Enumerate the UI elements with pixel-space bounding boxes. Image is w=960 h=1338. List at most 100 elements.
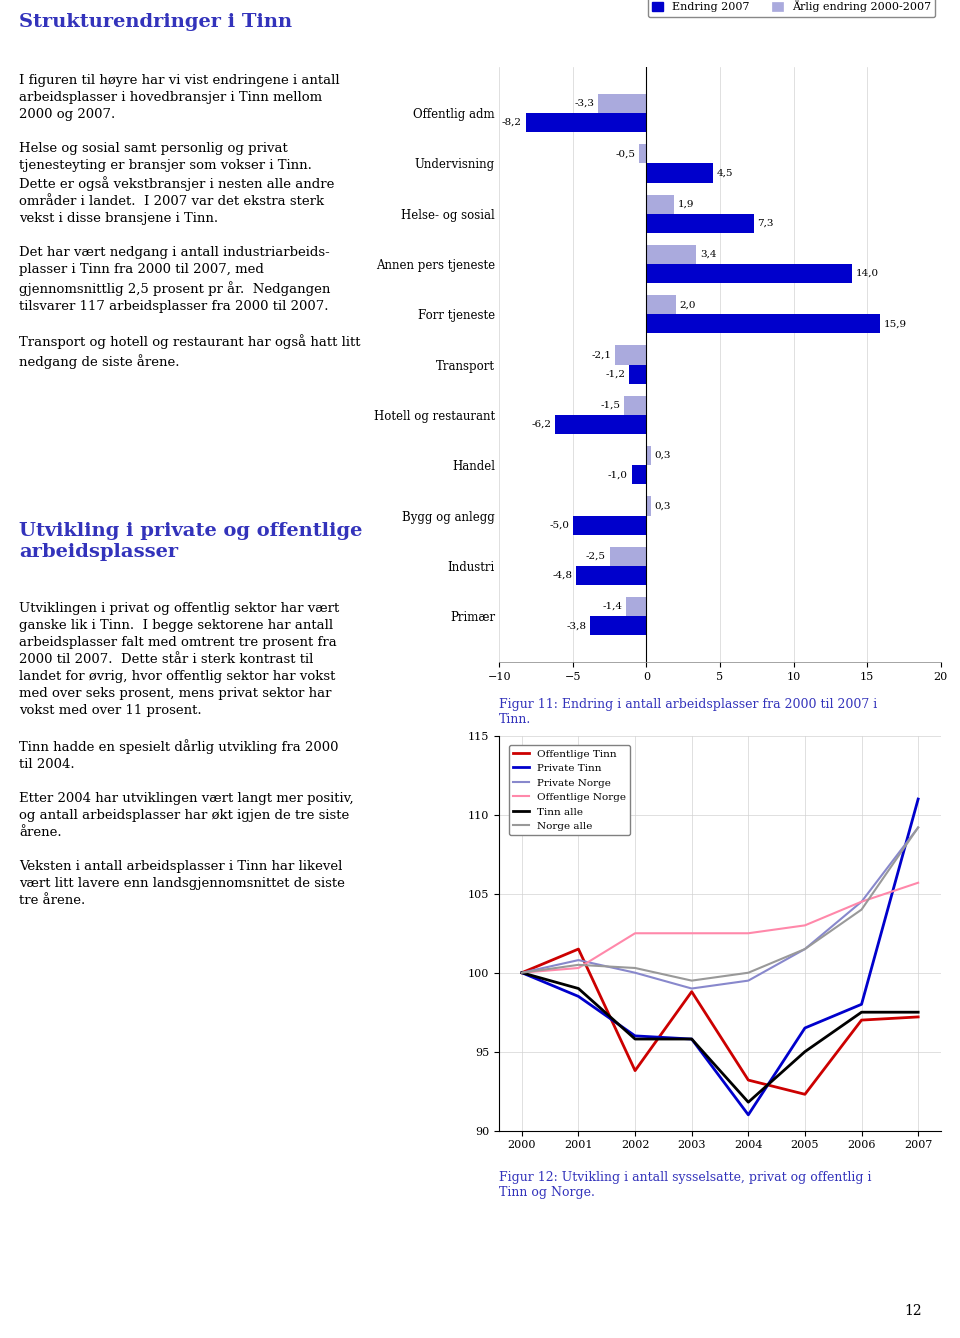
Private Norge bbox=[855, 894, 867, 910]
Text: 0,3: 0,3 bbox=[655, 451, 671, 460]
Offentlige Norge bbox=[912, 875, 924, 891]
Legend: Endring 2007, Årlig endring 2000-2007: Endring 2007, Årlig endring 2000-2007 bbox=[647, 0, 935, 17]
Text: 1,9: 1,9 bbox=[678, 199, 694, 209]
Private Tinn bbox=[686, 1032, 698, 1048]
Offentlige Tinn bbox=[686, 983, 698, 999]
Private Tinn bbox=[912, 791, 924, 807]
Bar bbox=[639, 145, 646, 163]
Text: -6,2: -6,2 bbox=[532, 420, 551, 429]
Offentlige Norge bbox=[516, 965, 528, 981]
Line: Norge alle: Norge alle bbox=[522, 827, 918, 981]
Offentlige Tinn bbox=[799, 1086, 810, 1103]
Norge alle bbox=[912, 819, 924, 835]
Line: Private Tinn: Private Tinn bbox=[522, 799, 918, 1115]
Offentlige Tinn bbox=[573, 941, 585, 957]
Offentlige Tinn bbox=[742, 1072, 754, 1088]
Offentlige Norge bbox=[630, 926, 641, 942]
Private Norge bbox=[516, 965, 528, 981]
Bar bbox=[555, 415, 646, 434]
Offentlige Norge bbox=[573, 959, 585, 975]
Tinn alle bbox=[742, 1094, 754, 1111]
Private Norge bbox=[630, 965, 641, 981]
Bar bbox=[646, 446, 651, 466]
Text: -1,2: -1,2 bbox=[605, 369, 625, 379]
Bar bbox=[646, 496, 651, 515]
Text: I figuren til høyre har vi vist endringene i antall
arbeidsplasser i hovedbransj: I figuren til høyre har vi vist endringe… bbox=[19, 74, 361, 369]
Line: Offentlige Norge: Offentlige Norge bbox=[522, 883, 918, 973]
Norge alle bbox=[855, 902, 867, 918]
Private Norge bbox=[799, 941, 810, 957]
Tinn alle bbox=[686, 1032, 698, 1048]
Line: Private Norge: Private Norge bbox=[522, 827, 918, 989]
Text: 0,3: 0,3 bbox=[655, 502, 671, 511]
Private Tinn bbox=[516, 965, 528, 981]
Text: -1,0: -1,0 bbox=[608, 470, 628, 479]
Text: Figur 12: Utvikling i antall sysselsatte, privat og offentlig i
Tinn og Norge.: Figur 12: Utvikling i antall sysselsatte… bbox=[499, 1171, 872, 1199]
Private Norge bbox=[686, 981, 698, 997]
Text: Strukturendringer i Tinn: Strukturendringer i Tinn bbox=[19, 13, 293, 31]
Tinn alle bbox=[855, 1004, 867, 1021]
Text: 12: 12 bbox=[904, 1305, 922, 1318]
Bar bbox=[576, 566, 646, 585]
Bar bbox=[598, 94, 646, 114]
Text: -1,4: -1,4 bbox=[602, 602, 622, 611]
Tinn alle bbox=[912, 1004, 924, 1021]
Bar bbox=[629, 365, 646, 384]
Tinn alle bbox=[799, 1044, 810, 1060]
Text: -1,5: -1,5 bbox=[601, 401, 620, 409]
Private Tinn bbox=[573, 989, 585, 1005]
Text: 3,4: 3,4 bbox=[700, 250, 716, 260]
Norge alle bbox=[742, 965, 754, 981]
Tinn alle bbox=[516, 965, 528, 981]
Bar bbox=[646, 245, 696, 264]
Line: Tinn alle: Tinn alle bbox=[522, 973, 918, 1103]
Norge alle bbox=[686, 973, 698, 989]
Bar bbox=[646, 314, 880, 333]
Bar bbox=[610, 547, 646, 566]
Private Tinn bbox=[855, 997, 867, 1013]
Private Norge bbox=[912, 819, 924, 835]
Offentlige Tinn bbox=[516, 965, 528, 981]
Offentlige Tinn bbox=[630, 1062, 641, 1078]
Norge alle bbox=[516, 965, 528, 981]
Text: Utvikling i private og offentlige
arbeidsplasser: Utvikling i private og offentlige arbeid… bbox=[19, 522, 363, 561]
Private Tinn bbox=[799, 1020, 810, 1036]
Text: -8,2: -8,2 bbox=[502, 118, 522, 127]
Tinn alle bbox=[573, 981, 585, 997]
Bar bbox=[626, 597, 646, 615]
Bar bbox=[573, 515, 646, 535]
Bar bbox=[526, 114, 646, 132]
Text: 14,0: 14,0 bbox=[856, 269, 879, 278]
Text: -2,1: -2,1 bbox=[591, 351, 612, 360]
Text: -5,0: -5,0 bbox=[549, 520, 569, 530]
Text: 4,5: 4,5 bbox=[716, 169, 732, 178]
Bar bbox=[646, 214, 754, 233]
Bar bbox=[624, 396, 646, 415]
Text: -0,5: -0,5 bbox=[615, 150, 636, 158]
Bar bbox=[646, 163, 712, 182]
Bar bbox=[646, 264, 852, 284]
Text: Utviklingen i privat og offentlig sektor har vært
ganske lik i Tinn.  I begge se: Utviklingen i privat og offentlig sektor… bbox=[19, 602, 354, 907]
Offentlige Tinn bbox=[912, 1009, 924, 1025]
Bar bbox=[646, 194, 674, 214]
Offentlige Tinn bbox=[855, 1012, 867, 1028]
Tinn alle bbox=[630, 1032, 641, 1048]
Text: -2,5: -2,5 bbox=[586, 551, 606, 561]
Text: 15,9: 15,9 bbox=[884, 320, 907, 328]
Bar bbox=[615, 345, 646, 364]
Text: Figur 11: Endring i antall arbeidsplasser fra 2000 til 2007 i
Tinn.: Figur 11: Endring i antall arbeidsplasse… bbox=[499, 698, 877, 727]
Text: -3,3: -3,3 bbox=[574, 99, 594, 108]
Private Tinn bbox=[630, 1028, 641, 1044]
Private Norge bbox=[573, 953, 585, 969]
Private Norge bbox=[742, 973, 754, 989]
Norge alle bbox=[799, 941, 810, 957]
Norge alle bbox=[630, 959, 641, 975]
Legend: Offentlige Tinn, Private Tinn, Private Norge, Offentlige Norge, Tinn alle, Norge: Offentlige Tinn, Private Tinn, Private N… bbox=[509, 745, 630, 835]
Offentlige Norge bbox=[855, 894, 867, 910]
Text: -3,8: -3,8 bbox=[566, 621, 587, 630]
Bar bbox=[646, 296, 676, 314]
Offentlige Norge bbox=[742, 926, 754, 942]
Offentlige Norge bbox=[799, 918, 810, 934]
Line: Offentlige Tinn: Offentlige Tinn bbox=[522, 949, 918, 1094]
Norge alle bbox=[573, 957, 585, 973]
